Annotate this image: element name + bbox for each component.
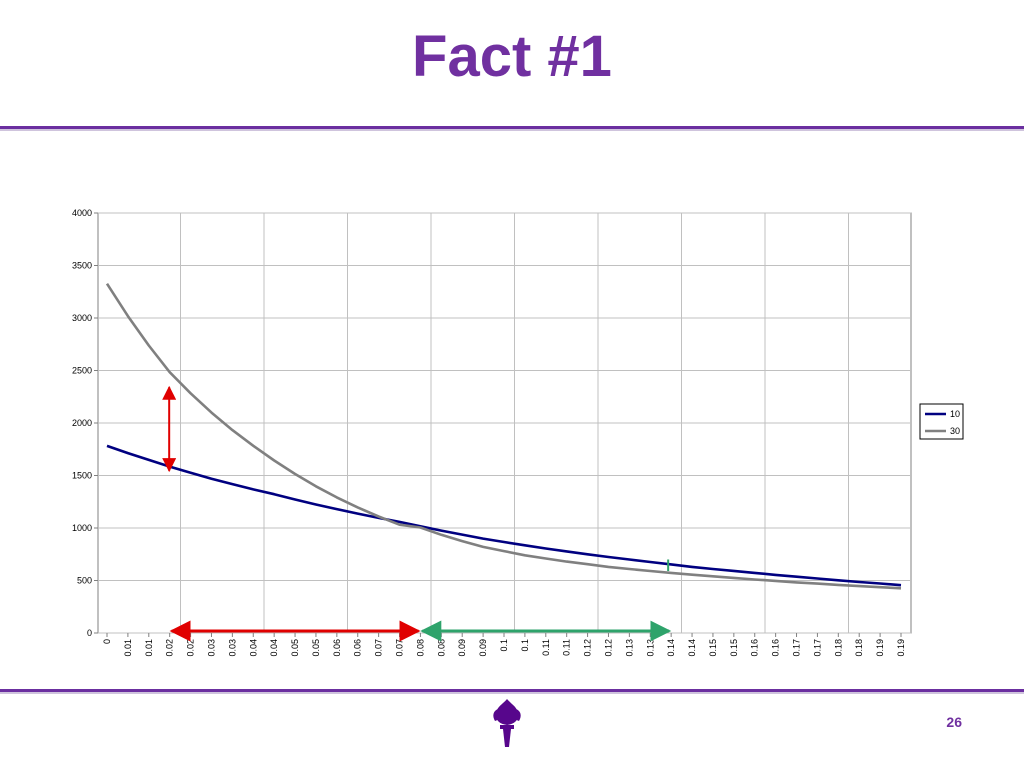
bottom-divider [0, 689, 1024, 692]
y-tick-label: 1500 [72, 471, 92, 481]
y-tick-label: 3500 [72, 261, 92, 271]
grid-lines [98, 212, 911, 634]
nyu-torch-logo-icon [493, 699, 521, 747]
x-tick-label: 0.15 [729, 639, 739, 657]
y-tick-label: 2000 [72, 418, 92, 428]
x-tick-label: 0.11 [541, 639, 551, 656]
y-tick-label: 2500 [72, 366, 92, 376]
legend-label-10: 10 [950, 409, 960, 419]
x-tick-label: 0.14 [687, 639, 697, 657]
legend-box [919, 403, 964, 440]
x-tick-label: 0.19 [896, 639, 906, 657]
x-tick-label: 0.04 [248, 639, 258, 657]
x-tick-label: 0.17 [792, 639, 802, 657]
x-tick-label: 0.18 [833, 639, 843, 657]
legend-label-30: 30 [950, 426, 960, 436]
page-number: 26 [946, 714, 962, 730]
annotations [162, 385, 672, 642]
y-tick-label: 0 [87, 628, 92, 638]
y-tick-label: 4000 [72, 208, 92, 218]
x-tick-label: 0.1 [499, 639, 509, 652]
x-axis: 0 0.01 0.01 0.02 0.02 0.03 0.03 0.04 0.04 0.05 0.0… [102, 633, 906, 657]
x-tick-label: 0.12 [603, 639, 613, 657]
x-tick-label: 0.02 [165, 639, 175, 657]
x-tick-label: 0.13 [645, 639, 655, 657]
x-tick-label: 0.16 [771, 639, 781, 657]
slide-title: Fact #1 [412, 24, 612, 89]
x-tick-label: 0.06 [353, 639, 363, 657]
x-tick-label: 0.09 [457, 639, 467, 657]
x-tick-label: 0.01 [123, 639, 133, 657]
y-tick-label: 3000 [72, 313, 92, 323]
top-divider [0, 126, 1024, 129]
x-tick-label: 0.1 [520, 639, 530, 652]
x-tick-label: 0.16 [750, 639, 760, 657]
x-tick-label: 0.15 [708, 639, 718, 657]
x-tick-label: 0.12 [583, 639, 593, 657]
series-lines [105, 282, 902, 590]
x-tick-label: 0.14 [666, 639, 676, 657]
x-tick-label: 0.04 [269, 639, 279, 657]
legend: 10 30 [919, 403, 964, 440]
y-tick-label: 500 [77, 576, 92, 586]
y-axis: 0 500 1000 1500 2000 2500 3000 3500 4000 [72, 208, 98, 638]
x-tick-label: 0.08 [436, 639, 446, 657]
x-tick-label: 0.03 [206, 639, 216, 657]
series-line-30 [105, 282, 902, 590]
x-tick-label: 0.09 [478, 639, 488, 657]
x-tick-label: 0.03 [227, 639, 237, 657]
x-tick-label: 0.08 [415, 639, 425, 657]
x-tick-label: 0 [102, 639, 112, 644]
x-tick-label: 0.17 [812, 639, 822, 657]
series-line-10 [106, 444, 902, 587]
x-tick-label: 0.02 [186, 639, 196, 657]
x-tick-label: 0.07 [374, 639, 384, 657]
x-tick-label: 0.06 [332, 639, 342, 657]
x-tick-label: 0.11 [562, 639, 572, 656]
x-tick-label: 0.05 [311, 639, 321, 657]
x-tick-label: 0.19 [875, 639, 885, 657]
x-tick-label: 0.13 [624, 639, 634, 657]
x-tick-label: 0.01 [144, 639, 154, 657]
x-tick-label: 0.07 [395, 639, 405, 657]
x-tick-label: 0.18 [854, 639, 864, 657]
y-tick-label: 1000 [72, 523, 92, 533]
x-tick-label: 0.05 [290, 639, 300, 657]
